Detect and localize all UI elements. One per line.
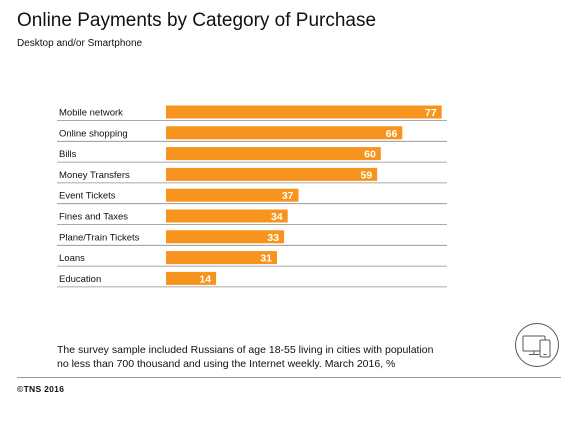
bar-loans [166,251,277,265]
footer-divider [17,377,561,378]
value-label-loans: 31 [260,253,272,265]
bar-bills [166,147,381,161]
value-label-plane-train-tickets: 33 [267,232,279,244]
bar-money-transfers [166,167,378,181]
bar-fines-and-taxes [166,209,288,223]
category-label-mobile-network: Mobile network [59,108,123,119]
survey-note: The survey sample included Russians of a… [57,344,434,370]
value-label-money-transfers: 59 [361,169,373,181]
category-label-online-shopping: Online shopping [59,128,128,139]
category-label-money-transfers: Money Transfers [59,170,130,181]
value-label-mobile-network: 77 [425,107,437,119]
category-label-event-tickets: Event Tickets [59,191,116,202]
bar-education [166,271,217,285]
value-label-bills: 60 [364,149,376,161]
value-label-online-shopping: 66 [386,128,398,140]
category-label-education: Education [59,274,101,285]
value-label-education: 14 [199,273,211,285]
bar-plane-train-tickets [166,230,285,244]
category-label-loans: Loans [59,253,85,264]
bar-mobile-network [166,105,442,119]
bar-chart: Mobile network 77 Online shopping 66 Bills 60… [57,105,447,288]
desktop-smartphone-icon [514,322,560,373]
category-label-plane-train-tickets: Plane/Train Tickets [59,232,140,243]
category-label-fines-and-taxes: Fines and Taxes [59,212,128,223]
value-label-event-tickets: 37 [282,190,294,202]
value-label-fines-and-taxes: 34 [271,211,283,223]
bar-event-tickets [166,188,299,202]
chart-title: Online Payments by Category of Purchase [17,10,377,31]
bar-online-shopping [166,126,403,140]
copyright-text: ©TNS 2016 [17,384,65,394]
category-label-bills: Bills [59,149,77,160]
chart-subtitle: Desktop and/or Smartphone [17,38,143,49]
